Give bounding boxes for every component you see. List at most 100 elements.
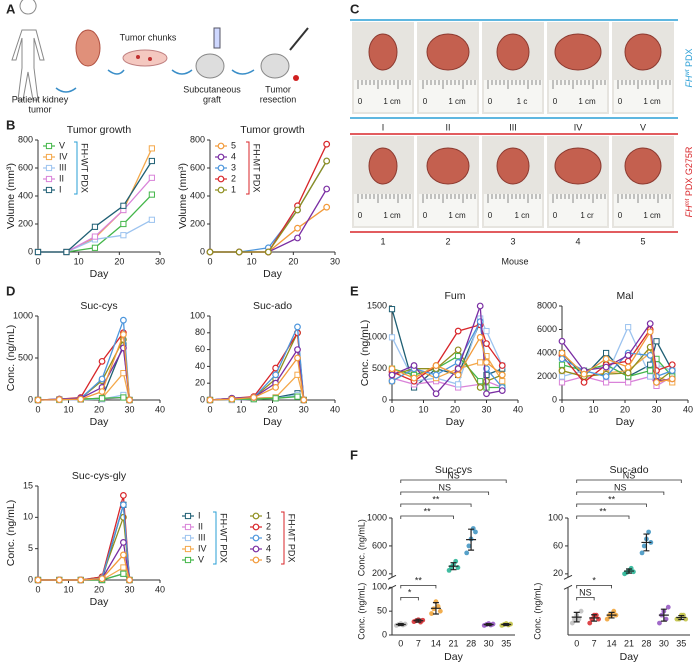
point — [388, 334, 396, 341]
legend-label: V — [59, 140, 65, 150]
mouse-label: 2 — [445, 236, 450, 246]
legend-marker — [45, 142, 53, 150]
series-line — [210, 160, 328, 253]
group-label-part: wt — [685, 69, 691, 75]
mean-error — [483, 622, 494, 627]
legend-bracket — [246, 141, 250, 195]
point — [323, 157, 331, 165]
legend-group: FH-WT PDX — [80, 143, 90, 193]
ruler-label: 1 cm — [448, 97, 466, 106]
panel-label: B — [6, 117, 15, 132]
point — [558, 355, 566, 363]
x-tick-label: 30 — [155, 256, 165, 266]
y-tick-label: 100 — [190, 310, 205, 320]
point — [558, 337, 566, 345]
x-tick-label: 30 — [481, 404, 491, 414]
point — [98, 575, 106, 583]
x-tick-label: 35 — [676, 638, 686, 648]
x-tick-label: 20 — [288, 256, 298, 266]
x-tick-label: 10 — [247, 256, 257, 266]
point — [483, 390, 490, 398]
panel-label: C — [350, 1, 360, 16]
significance-label: ** — [415, 576, 423, 586]
y-tick-label: 0 — [382, 629, 387, 639]
y-tick-label: 600 — [190, 162, 205, 172]
dish — [122, 49, 168, 67]
point — [323, 140, 331, 148]
tumor — [368, 147, 398, 185]
x-tick-label: 20 — [94, 404, 104, 414]
step-label: Tumor chunks — [120, 32, 177, 42]
y-axis-label: Conc. (ng/mL) — [532, 583, 542, 640]
significance-bracket — [400, 596, 419, 601]
x-tick-label: 30 — [299, 404, 309, 414]
legend-group: FH-MT PDX — [287, 514, 297, 563]
data-point — [587, 620, 593, 626]
y-axis-label: Conc. (ng/mL) — [5, 500, 17, 567]
legend-label: 5 — [266, 554, 271, 564]
chunk — [136, 55, 140, 59]
legend-bracket — [213, 511, 217, 565]
panel-label: A — [6, 1, 16, 16]
group-label: FHwt PDX — [684, 48, 694, 87]
ruler — [354, 80, 412, 112]
point — [432, 362, 440, 369]
significance-label: NS — [623, 470, 636, 480]
point — [98, 357, 106, 365]
panel-label: D — [6, 283, 15, 298]
y-tick-label: 1000 — [367, 332, 387, 342]
x-tick-label: 0 — [389, 404, 394, 414]
significance-label: * — [592, 576, 596, 586]
group-label-part: FH — [684, 205, 694, 217]
point — [98, 375, 106, 383]
point — [668, 375, 676, 383]
ruler-label: 1 cm — [578, 97, 596, 106]
point — [206, 396, 214, 404]
point — [602, 355, 610, 363]
point — [483, 371, 490, 379]
y-tick-label: 0 — [200, 246, 205, 256]
point — [300, 396, 308, 404]
point — [126, 576, 133, 584]
point — [454, 371, 462, 379]
ruler-label: 1 c — [517, 97, 528, 106]
legend-label: I — [59, 184, 62, 194]
data-point — [464, 550, 470, 556]
point — [476, 384, 484, 391]
data-point — [576, 616, 582, 622]
series-line — [391, 305, 503, 395]
point — [483, 359, 490, 366]
x-tick-label: 40 — [683, 404, 693, 414]
y-tick-label: 500 — [372, 363, 387, 373]
point — [498, 371, 506, 379]
mean-error — [624, 568, 634, 574]
series-line — [210, 160, 328, 253]
legend-label: III — [59, 162, 67, 172]
y-tick-label: 600 — [372, 540, 387, 550]
point — [264, 248, 272, 256]
point — [294, 224, 301, 232]
ruler — [549, 80, 607, 112]
point — [432, 371, 440, 379]
significance-label: ** — [599, 506, 607, 516]
point — [558, 373, 566, 380]
point — [63, 248, 70, 256]
data-point — [466, 543, 472, 549]
step-label: Patient kidney — [12, 94, 69, 104]
point — [653, 338, 660, 345]
y-tick-label: 800 — [18, 134, 33, 144]
mean-error — [641, 533, 652, 552]
point — [98, 395, 106, 402]
ruler-label: 0 — [358, 211, 363, 220]
ruler-label: 0 — [488, 211, 493, 220]
y-tick-label: 1000 — [13, 310, 33, 320]
tumor — [554, 147, 602, 185]
x-axis-label: Day — [620, 651, 639, 663]
point — [294, 323, 301, 331]
point — [77, 395, 85, 403]
step-label: Subcutaneous — [183, 84, 241, 94]
mean-error — [571, 611, 582, 623]
legend-label: 1 — [231, 184, 236, 194]
x-tick-label: 30 — [659, 638, 669, 648]
point — [34, 576, 42, 584]
